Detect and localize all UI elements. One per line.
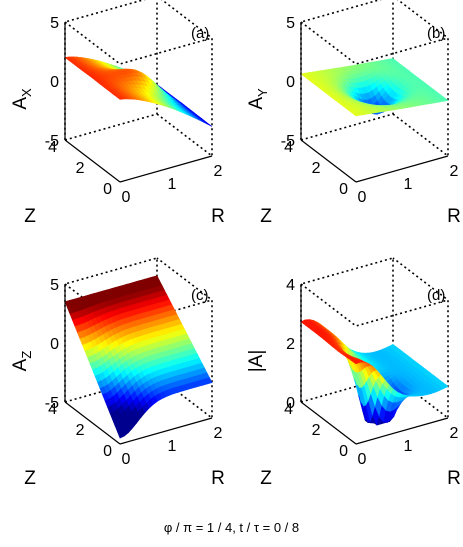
chart-panel: 5 0 -5 0 1 2 0 2 4 R Z AZ (c) xyxy=(10,256,225,489)
top-edge xyxy=(300,283,449,327)
z-axis-label: Z xyxy=(24,206,36,227)
vertical-tick-label: -5 xyxy=(45,395,59,412)
r-tick-label: 2 xyxy=(214,425,223,442)
figure-caption: φ / π = 1 / 4, t / τ = 0 / 8 xyxy=(163,520,300,535)
r-axis xyxy=(355,417,449,445)
side-wall xyxy=(392,0,449,158)
r-axis xyxy=(355,155,449,183)
r-axis xyxy=(119,155,213,183)
r-tick-label: 1 xyxy=(404,438,413,455)
surface-patch xyxy=(440,98,449,102)
z-axis-label: Z xyxy=(260,468,272,489)
r-axis-label: R xyxy=(447,468,461,489)
z-axis-label: Z xyxy=(24,468,36,489)
vertical-tick-label: 4 xyxy=(286,277,295,294)
vertical-tick-label: 5 xyxy=(50,15,59,32)
chart-panel: 5 0 -5 0 1 2 0 2 4 R Z AY (b) xyxy=(246,0,461,227)
surface xyxy=(64,275,213,439)
vertical-tick-label: 5 xyxy=(50,277,59,294)
vertical-axis-label: AX xyxy=(10,88,34,110)
z-tick-label: 4 xyxy=(48,139,57,156)
side-wall xyxy=(156,257,213,420)
r-axis-label: R xyxy=(447,206,461,227)
z-tick-label: 2 xyxy=(312,422,321,439)
r-tick-label: 0 xyxy=(358,451,367,468)
vertical-tick-label: 2 xyxy=(286,336,295,353)
vertical-tick-label: -5 xyxy=(281,133,295,150)
z-tick-label: 4 xyxy=(284,401,293,418)
r-axis xyxy=(119,417,213,445)
r-tick-label: 1 xyxy=(404,176,413,193)
surface xyxy=(300,319,449,426)
r-tick-label: 0 xyxy=(122,451,131,468)
surface xyxy=(64,56,213,127)
surface-patch xyxy=(205,122,213,127)
vertical-tick-label: 0 xyxy=(286,74,295,91)
r-tick-label: 2 xyxy=(450,163,459,180)
z-tick-label: 4 xyxy=(284,139,293,156)
r-tick-label: 2 xyxy=(450,425,459,442)
r-tick-label: 2 xyxy=(214,163,223,180)
z-tick-label: 2 xyxy=(76,160,85,177)
side-wall xyxy=(392,257,449,420)
r-tick-label: 0 xyxy=(358,189,367,206)
surface-patch xyxy=(440,384,449,389)
panel-tag: (c) xyxy=(191,287,209,304)
panel-tag: (d) xyxy=(427,287,445,304)
chart-panel: 5 0 -5 0 1 2 0 2 4 R Z AX (a) xyxy=(10,0,225,227)
z-axis xyxy=(300,139,357,183)
top-edge xyxy=(300,21,449,65)
vertical-axis-label: AZ xyxy=(10,351,34,372)
r-axis-label: R xyxy=(211,206,225,227)
z-tick-label: 0 xyxy=(103,181,112,198)
r-tick-label: 0 xyxy=(122,189,131,206)
z-axis xyxy=(64,139,121,183)
r-tick-label: 1 xyxy=(168,438,177,455)
r-tick-label: 1 xyxy=(168,176,177,193)
top-edge xyxy=(64,21,213,65)
vertical-tick-label: 5 xyxy=(286,15,295,32)
z-axis-label: Z xyxy=(260,206,272,227)
side-wall xyxy=(156,0,213,158)
z-tick-label: 0 xyxy=(339,443,348,460)
z-tick-label: 0 xyxy=(103,443,112,460)
vertical-axis-label: |A| xyxy=(246,350,267,373)
r-axis-label: R xyxy=(211,468,225,489)
panel-tag: (b) xyxy=(427,25,445,42)
z-axis xyxy=(300,401,357,445)
vertical-axis-label: AY xyxy=(246,88,270,110)
panel-tag: (a) xyxy=(191,25,209,42)
vertical-tick-label: 0 xyxy=(50,336,59,353)
vertical-tick-label: -5 xyxy=(45,133,59,150)
z-tick-label: 4 xyxy=(48,401,57,418)
z-tick-label: 0 xyxy=(339,181,348,198)
surface-patch xyxy=(204,377,213,385)
z-tick-label: 2 xyxy=(76,422,85,439)
surface xyxy=(300,58,449,117)
z-axis xyxy=(64,401,121,445)
vertical-tick-label: 0 xyxy=(50,74,59,91)
z-tick-label: 2 xyxy=(312,160,321,177)
vertical-tick-label: 0 xyxy=(286,395,295,412)
